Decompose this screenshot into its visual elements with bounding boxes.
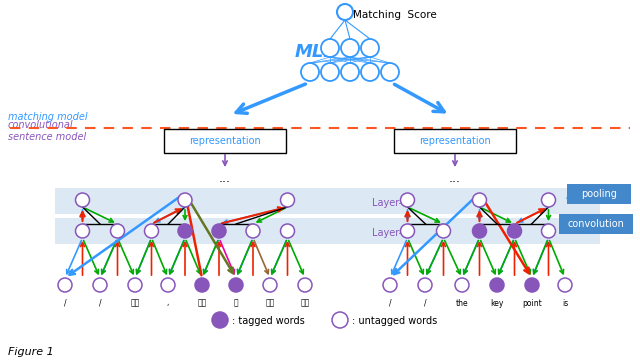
Text: 是: 是 — [234, 299, 238, 307]
Circle shape — [280, 193, 294, 207]
Circle shape — [229, 278, 243, 292]
Circle shape — [111, 224, 125, 238]
Text: convolutional
sentence model: convolutional sentence model — [8, 119, 86, 142]
Circle shape — [525, 278, 539, 292]
Text: Figure 1: Figure 1 — [8, 347, 54, 357]
Circle shape — [418, 278, 432, 292]
Text: the: the — [456, 299, 468, 307]
FancyBboxPatch shape — [164, 129, 286, 153]
Circle shape — [381, 63, 399, 81]
Circle shape — [178, 224, 192, 238]
Circle shape — [341, 63, 359, 81]
Text: /: / — [388, 299, 391, 307]
Text: 重点: 重点 — [197, 299, 207, 307]
Text: is: is — [562, 299, 568, 307]
Circle shape — [341, 39, 359, 57]
Circle shape — [212, 312, 228, 328]
Circle shape — [93, 278, 107, 292]
Text: 公开: 公开 — [300, 299, 310, 307]
Text: pooling: pooling — [581, 189, 617, 199]
Circle shape — [246, 224, 260, 238]
Text: 其中: 其中 — [131, 299, 140, 307]
Circle shape — [301, 63, 319, 81]
Text: /: / — [424, 299, 426, 307]
Text: representation: representation — [419, 136, 491, 146]
Circle shape — [321, 63, 339, 81]
Circle shape — [128, 278, 142, 292]
Text: /: / — [99, 299, 101, 307]
Text: convolution: convolution — [568, 219, 625, 229]
Text: ...: ... — [219, 172, 231, 185]
Circle shape — [361, 63, 379, 81]
Circle shape — [361, 39, 379, 57]
Text: matching model: matching model — [8, 112, 88, 122]
Circle shape — [472, 193, 486, 207]
FancyBboxPatch shape — [394, 129, 516, 153]
Text: MLP: MLP — [295, 43, 338, 61]
Text: : untagged words: : untagged words — [352, 316, 437, 326]
Text: 财务: 财务 — [266, 299, 275, 307]
Text: representation: representation — [189, 136, 261, 146]
Bar — [55, 218, 600, 244]
Text: Matching  Score: Matching Score — [353, 10, 436, 20]
Circle shape — [332, 312, 348, 328]
Text: point: point — [522, 299, 542, 307]
Circle shape — [195, 278, 209, 292]
Text: /: / — [64, 299, 67, 307]
Text: key: key — [490, 299, 504, 307]
Circle shape — [76, 224, 90, 238]
Circle shape — [212, 224, 226, 238]
Circle shape — [280, 224, 294, 238]
Circle shape — [401, 224, 415, 238]
Circle shape — [383, 278, 397, 292]
Text: ...: ... — [449, 172, 461, 185]
FancyBboxPatch shape — [559, 214, 633, 234]
Circle shape — [58, 278, 72, 292]
Circle shape — [455, 278, 469, 292]
Circle shape — [178, 193, 192, 207]
Circle shape — [490, 278, 504, 292]
Circle shape — [436, 224, 451, 238]
Circle shape — [558, 278, 572, 292]
Text: Layer-2: Layer-2 — [372, 198, 408, 208]
Text: Layer-1: Layer-1 — [372, 228, 408, 238]
Circle shape — [541, 193, 556, 207]
Text: : tagged words: : tagged words — [232, 316, 305, 326]
Circle shape — [541, 224, 556, 238]
Circle shape — [263, 278, 277, 292]
Circle shape — [401, 193, 415, 207]
Circle shape — [161, 278, 175, 292]
Text: ,: , — [167, 299, 169, 307]
Circle shape — [145, 224, 159, 238]
Circle shape — [472, 224, 486, 238]
Circle shape — [337, 4, 353, 20]
Circle shape — [298, 278, 312, 292]
Circle shape — [76, 193, 90, 207]
FancyBboxPatch shape — [567, 184, 631, 204]
Circle shape — [321, 39, 339, 57]
Bar — [55, 188, 600, 214]
Circle shape — [508, 224, 522, 238]
